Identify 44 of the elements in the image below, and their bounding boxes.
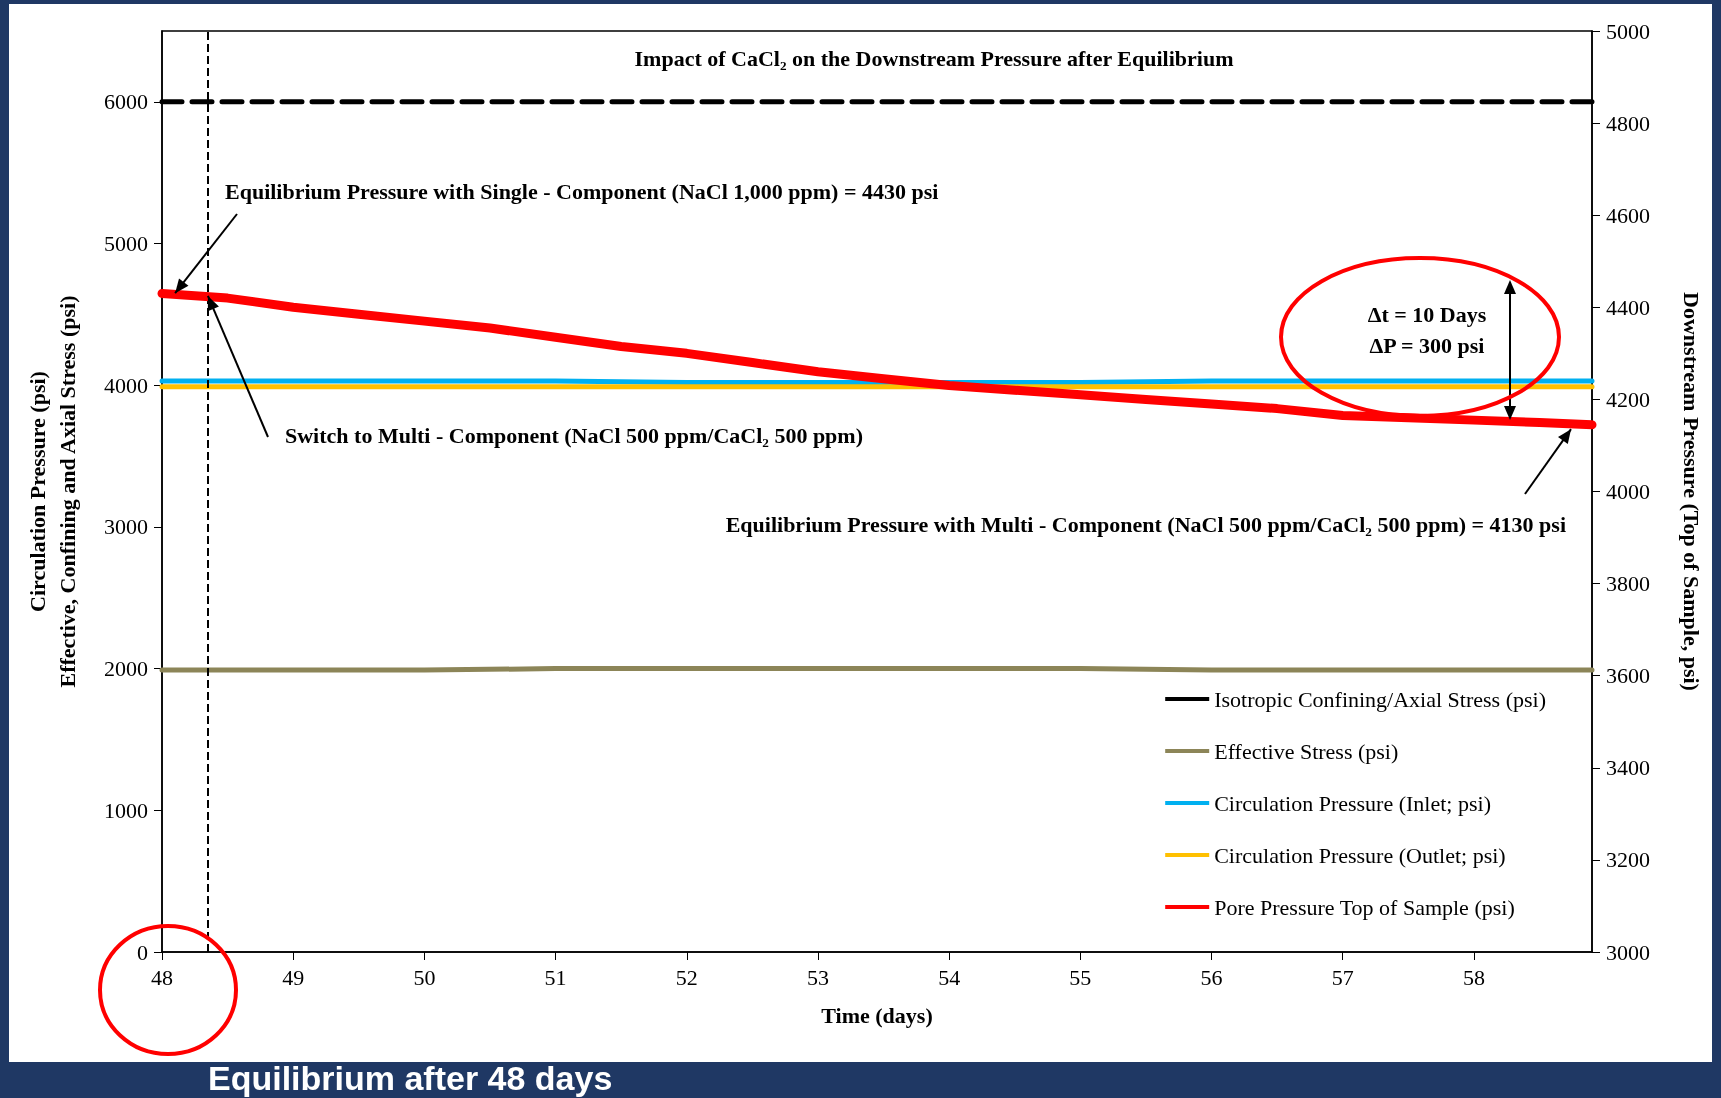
y2-tick-label: 3800 — [1606, 571, 1650, 597]
legend-label: Effective Stress (psi) — [1214, 738, 1399, 764]
y-tick-label: 5000 — [104, 231, 148, 257]
legend-label: Circulation Pressure (Outlet; psi) — [1214, 842, 1506, 868]
text: Impact of CaCl₂ on the Downstream Pressure after Equilibrium — [634, 45, 1234, 71]
x-tick-label: 50 — [413, 964, 436, 990]
y2-tick-label: 3000 — [1606, 939, 1650, 965]
y2-tick-label: 3200 — [1606, 847, 1650, 873]
y2-tick-label: 3400 — [1606, 755, 1650, 781]
y2-tick-label: 4800 — [1606, 110, 1650, 136]
annotation: Δt = 10 Days — [1367, 301, 1487, 327]
annotation: ΔP = 300 psi — [1369, 332, 1485, 358]
text: Equilibrium after 48 days — [208, 1059, 613, 1097]
x-tick-label: 56 — [1200, 964, 1223, 990]
y-tick-label: 0 — [137, 939, 148, 965]
y-tick-label: 6000 — [104, 89, 148, 115]
x-tick-label: 52 — [675, 964, 698, 990]
x-tick-label: 53 — [806, 964, 829, 990]
legend-label: Pore Pressure Top of Sample (psi) — [1214, 894, 1515, 920]
y2-tick-label: 3600 — [1606, 663, 1650, 689]
annotation: Equilibrium Pressure with Single - Component (NaCl 1,000 ppm) = 4430 psi — [225, 178, 939, 204]
y2-tick-label: 4600 — [1606, 202, 1650, 228]
legend-label: Isotropic Confining/Axial Stress (psi) — [1214, 686, 1547, 712]
annotation: Equilibrium Pressure with Multi - Component (NaCl 500 ppm/CaCl₂ 500 ppm) = 4130 psi — [725, 511, 1566, 537]
y2-tick-label: 4000 — [1606, 479, 1650, 504]
x-tick-label: 54 — [938, 964, 961, 990]
x-tick-label: 57 — [1331, 964, 1354, 990]
x-axis-title: Time (days) — [821, 1002, 933, 1028]
y2-tick-label: 4400 — [1606, 294, 1650, 320]
y-axis-title: Circulation Pressure (psi) Effective, Confining and Axial Stress (psi) — [24, 295, 80, 688]
legend-label: Circulation Pressure (Inlet; psi) — [1214, 790, 1491, 816]
annotation: Switch to Multi - Component (NaCl 500 ppm/CaCl₂ 500 ppm) — [285, 422, 864, 448]
y2-tick-label: 5000 — [1606, 18, 1650, 44]
y-tick-label: 4000 — [104, 372, 148, 398]
x-tick-label: 51 — [544, 964, 567, 990]
y2-tick-label: 4200 — [1606, 386, 1650, 412]
x-tick-label: 48 — [151, 964, 173, 990]
x-tick-label: 49 — [282, 964, 305, 990]
y-tick-label: 1000 — [104, 797, 148, 823]
y-tick-label: 2000 — [104, 656, 148, 682]
y-tick-label: 3000 — [104, 514, 148, 540]
x-tick-label: 55 — [1069, 964, 1092, 990]
y2-axis-title: Downstream Pressure (Top of Sample, psi) — [1678, 292, 1704, 691]
x-tick-label: 58 — [1462, 964, 1485, 990]
